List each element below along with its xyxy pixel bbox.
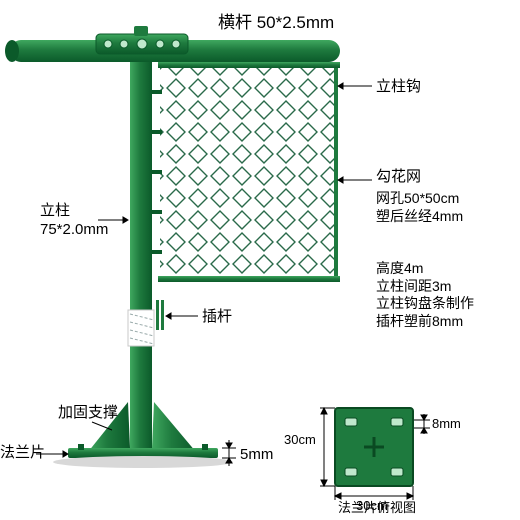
- label-post-hook: 立柱钩: [376, 78, 421, 97]
- label-diamond-mesh: 勾花网: [376, 168, 421, 187]
- label-30cm-v: 30cm: [284, 432, 316, 448]
- vertical-post: [130, 40, 152, 460]
- label-5mm: 5mm: [240, 446, 273, 465]
- label-height-block: 高度4m 立柱间距3m 立柱钩盘条制作 插杆塑前8mm: [376, 260, 474, 330]
- label-top-bar: 横杆 50*2.5mm: [218, 12, 334, 33]
- ground-shadow: [53, 456, 233, 468]
- label-flange-caption: 法兰片俯视图: [338, 500, 416, 516]
- diagram-stage: 横杆 50*2.5mm 立柱钩 勾花网 网孔50*50cm 塑后丝经4mm 高度…: [0, 0, 520, 520]
- label-post: 立柱 75*2.0mm: [40, 202, 108, 240]
- label-mesh-spec: 网孔50*50cm 塑后丝经4mm: [376, 190, 463, 225]
- label-flange-piece: 法兰片: [0, 444, 45, 463]
- mesh-panel: [160, 68, 338, 278]
- flange-detail: [320, 408, 430, 500]
- post-white-band: [128, 310, 154, 346]
- insert-bar-right: [334, 68, 338, 278]
- label-insert-bar: 插杆: [202, 308, 232, 327]
- label-8mm: 8mm: [432, 416, 461, 432]
- label-reinforce: 加固支撑: [58, 404, 118, 423]
- mesh-bottom-bar: [158, 276, 340, 282]
- brace-right: [152, 402, 196, 452]
